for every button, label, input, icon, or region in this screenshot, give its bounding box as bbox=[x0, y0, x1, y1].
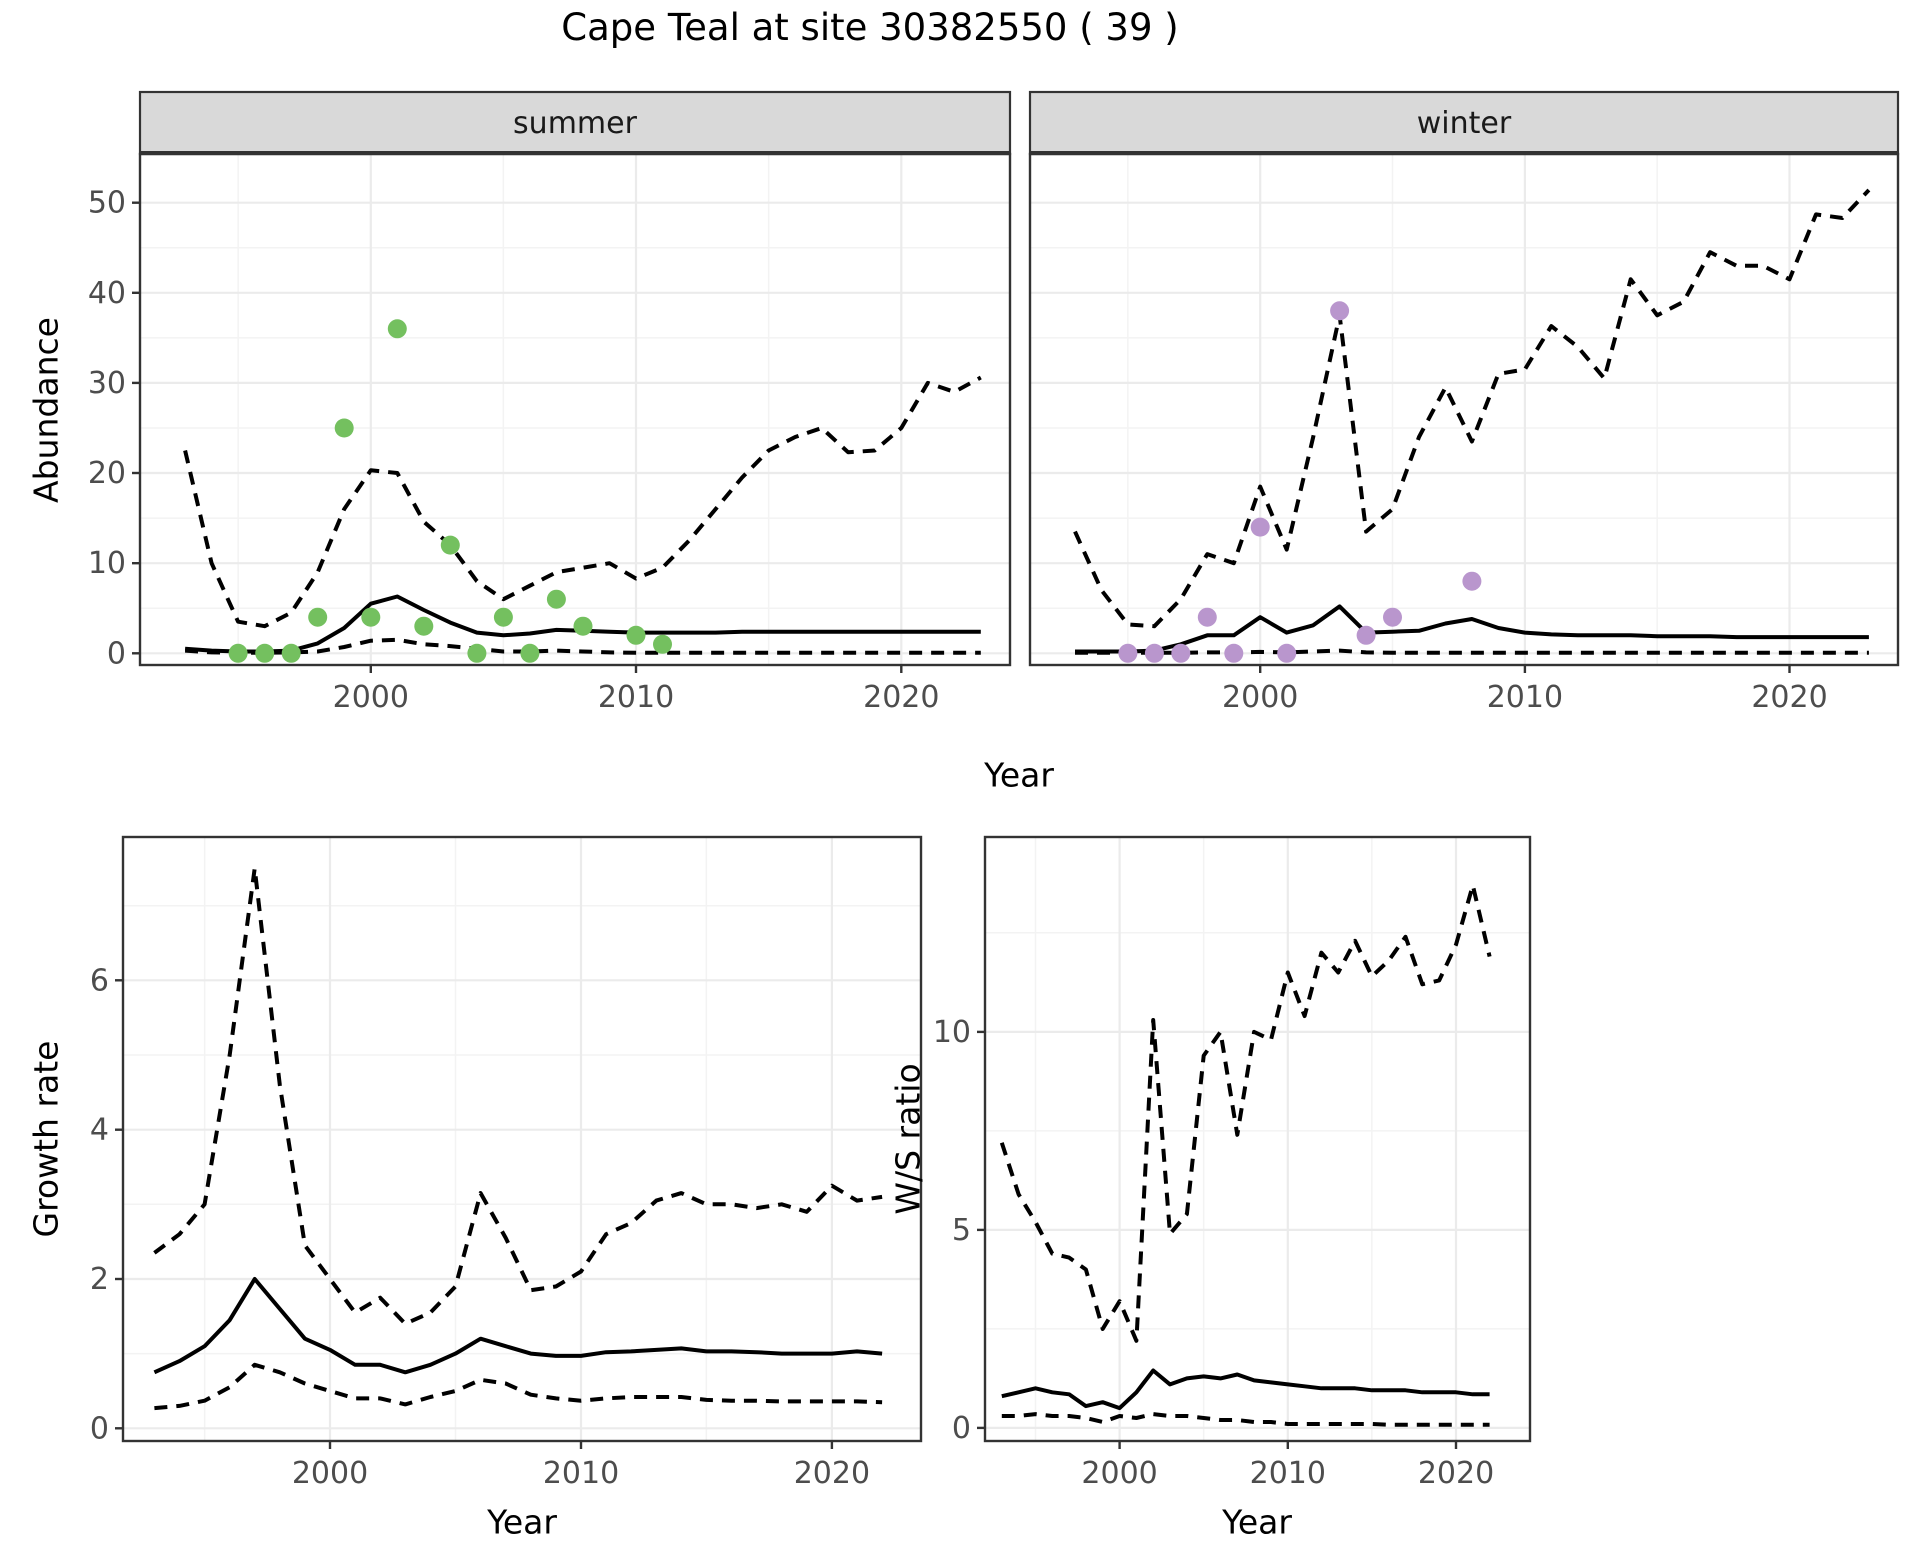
x-axis-tick-label: 2010 bbox=[598, 680, 674, 715]
y-axis-tick-label: 0 bbox=[90, 1411, 109, 1446]
abundance-winter-observed_counts-point bbox=[1144, 643, 1164, 663]
abundance-summer-observed_counts-point bbox=[467, 643, 487, 663]
abundance-summer-observed_counts-point bbox=[255, 643, 275, 663]
x-axis-tick-label: 2010 bbox=[1487, 680, 1563, 715]
abundance-winter-upper_ci-line bbox=[1073, 188, 1871, 629]
y-axis-tick-label: 50 bbox=[88, 186, 126, 221]
abundance-summer-observed_counts-point bbox=[308, 607, 328, 627]
abundance-winter-observed_counts-point bbox=[1462, 571, 1482, 591]
y-axis-tick-label: 10 bbox=[88, 546, 126, 581]
panel-background bbox=[123, 837, 921, 1441]
abundance-summer-observed_counts-point bbox=[361, 607, 381, 627]
y-axis-title-abundance: Abundance bbox=[26, 317, 66, 503]
abundance-winter-modelled_mean-line bbox=[1075, 604, 1869, 654]
x-axis-tick-label: 2000 bbox=[1222, 680, 1298, 715]
x-axis-tick-label: 2020 bbox=[794, 1456, 870, 1491]
panel-background bbox=[1030, 154, 1898, 665]
y-axis-tick-label: 5 bbox=[952, 1213, 971, 1248]
y-axis-tick-label: 4 bbox=[90, 1113, 109, 1148]
y-axis-tick-label: 2 bbox=[90, 1262, 109, 1297]
abundance-winter-observed_counts-point bbox=[1250, 517, 1270, 537]
panel-background bbox=[140, 154, 1010, 665]
abundance-winter-observed_counts-point bbox=[1224, 643, 1244, 663]
x-axis-tick-label: 2000 bbox=[333, 680, 409, 715]
abundance-winter-lower_ci-line bbox=[1075, 648, 1869, 655]
panel-abundance-summer: 2000 2010 2020 0 10 20 30 40 50 bbox=[88, 90, 1012, 715]
y-axis-title-growth-rate: Growth rate bbox=[26, 1040, 66, 1238]
ws-ratio-lower_ci-line bbox=[1001, 1412, 1490, 1427]
x-axis-title-year-bottom-right: Year bbox=[1222, 1502, 1292, 1542]
x-axis-tick-label: 2010 bbox=[543, 1456, 619, 1491]
ws-ratio-upper_ci-line bbox=[999, 883, 1492, 1343]
x-axis-tick-label: 2020 bbox=[1751, 680, 1827, 715]
abundance-summer-observed_counts-point bbox=[228, 643, 248, 663]
abundance-summer-upper_ci-line bbox=[183, 375, 982, 629]
y-axis-tick-label: 20 bbox=[88, 456, 126, 491]
x-axis-tick-label: 2000 bbox=[1081, 1456, 1157, 1491]
panel-border bbox=[138, 152, 1012, 667]
chart-title: Cape Teal at site 30382550 ( 39 ) bbox=[561, 6, 1179, 49]
abundance-summer-observed_counts-point bbox=[281, 643, 301, 663]
abundance-winter-observed_counts-point bbox=[1330, 301, 1350, 321]
facet-strip-summer bbox=[138, 90, 1012, 156]
x-axis-tick-label: 2020 bbox=[1418, 1456, 1494, 1491]
abundance-summer-observed_counts-point bbox=[520, 643, 540, 663]
panel-background bbox=[985, 837, 1530, 1441]
abundance-winter-observed_counts-point bbox=[1356, 625, 1376, 645]
abundance-winter-observed_counts-point bbox=[1118, 643, 1138, 663]
abundance-winter-observed_counts-point bbox=[1197, 607, 1217, 627]
abundance-summer-observed_counts-point bbox=[493, 607, 513, 627]
abundance-summer-observed_counts-point bbox=[334, 418, 354, 438]
abundance-summer-observed_counts-point bbox=[387, 319, 407, 339]
abundance-summer-observed_counts-point bbox=[546, 589, 566, 609]
y-axis-tick-label: 6 bbox=[90, 963, 109, 998]
y-axis-tick-label: 0 bbox=[952, 1411, 971, 1446]
y-axis-tick-label: 30 bbox=[88, 366, 126, 401]
panel-border bbox=[983, 835, 1532, 1443]
abundance-summer-lower_ci-line bbox=[184, 637, 981, 655]
panel-border bbox=[121, 835, 923, 1443]
abundance-summer-observed_counts-point bbox=[573, 616, 593, 636]
panel-growth-rate: 2000 2010 2020 0 2 4 6 bbox=[90, 835, 923, 1491]
abundance-summer-observed_counts-point bbox=[653, 634, 672, 654]
x-axis-tick-label: 2000 bbox=[292, 1456, 368, 1491]
facet-strip-label-summer: summer bbox=[513, 105, 637, 141]
ws-ratio-ws_ratio_mean-line bbox=[1001, 1368, 1490, 1411]
x-axis-tick-label: 2010 bbox=[1250, 1456, 1326, 1491]
panel-ws-ratio: 2000 2010 2020 0 5 10 bbox=[933, 835, 1532, 1491]
abundance-summer-observed_counts-point bbox=[440, 535, 460, 555]
y-axis-tick-label: 0 bbox=[107, 636, 126, 671]
y-axis-tick-label: 40 bbox=[88, 276, 126, 311]
abundance-winter-observed_counts-point bbox=[1171, 643, 1191, 663]
abundance-winter-observed_counts-point bbox=[1277, 643, 1297, 663]
panel-border bbox=[1028, 152, 1900, 667]
y-axis-tick-label: 10 bbox=[933, 1015, 971, 1050]
y-axis-title-ws-ratio: W/S ratio bbox=[888, 1063, 928, 1215]
x-axis-title-year-bottom-left: Year bbox=[487, 1502, 557, 1542]
panel-abundance-winter: 2000 2010 2020 bbox=[1028, 90, 1900, 715]
abundance-winter-observed_counts-point bbox=[1383, 607, 1402, 627]
abundance-summer-observed_counts-point bbox=[626, 625, 646, 645]
x-axis-title-year-top: Year bbox=[984, 755, 1054, 795]
abundance-summer-observed_counts-point bbox=[414, 616, 434, 636]
growth-rate-lower_ci-line bbox=[154, 1362, 883, 1411]
x-axis-tick-label: 2020 bbox=[863, 680, 939, 715]
facet-strip-label-winter: winter bbox=[1416, 105, 1512, 141]
growth-rate-upper_ci-line bbox=[153, 866, 883, 1326]
growth-rate-growth_rate_mean-line bbox=[153, 1277, 883, 1375]
